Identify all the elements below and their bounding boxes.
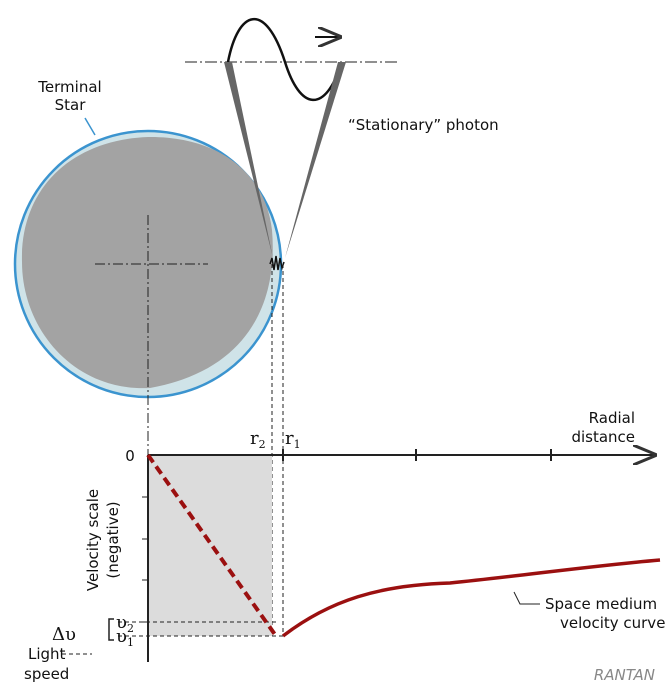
zoom-cone: [224, 62, 273, 258]
velocity-axis-label: Velocity scale: [84, 489, 102, 591]
linear-velocity: [146, 453, 278, 638]
velocity-label: υ1: [116, 626, 134, 649]
photon-wave: [226, 17, 344, 102]
radius-label: r1: [285, 428, 301, 451]
bracket: [108, 618, 114, 641]
zoom-cone: [285, 62, 346, 258]
logo: RANTAN: [594, 666, 655, 684]
curve-label: velocity curve: [560, 614, 665, 632]
velocity-axis-label: (negative): [104, 501, 122, 578]
star-label: Terminal: [37, 78, 101, 96]
light-speed-label: Light: [28, 645, 66, 663]
star-label: Star: [55, 96, 87, 114]
radius-label: r2: [250, 428, 266, 451]
leader-line: [513, 591, 540, 605]
photon-small: [269, 255, 285, 271]
leader-line: [84, 117, 96, 136]
delta-label: Δυ: [52, 624, 76, 645]
origin-label: 0: [125, 447, 135, 465]
curve-label: Space medium: [545, 595, 657, 613]
velocity-label: υ2: [116, 612, 134, 635]
light-speed-label: speed: [24, 665, 69, 683]
velocity-curve: [281, 558, 661, 638]
axis-label: Radial: [589, 409, 635, 427]
axis-label: distance: [571, 428, 635, 446]
photon-label: “Stationary” photon: [348, 116, 499, 134]
star-core: [21, 136, 273, 389]
